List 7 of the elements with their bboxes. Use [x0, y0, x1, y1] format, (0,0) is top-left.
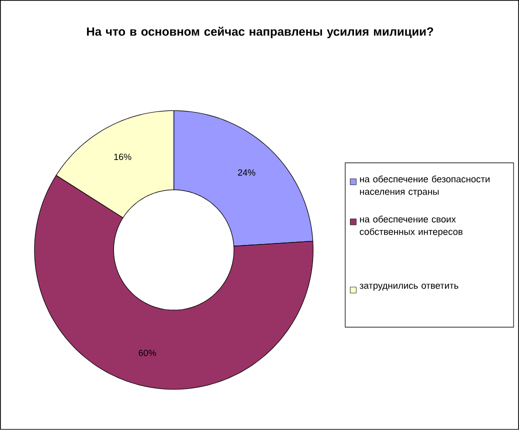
legend-label: затруднились ответить	[360, 284, 458, 291]
chart-title: На что в основном сейчас направлены усилия милиции?	[87, 26, 434, 38]
data-label: 24%	[238, 169, 256, 176]
data-label: 16%	[114, 154, 132, 160]
legend-label: на обеспечение своих собственных интересов	[360, 216, 463, 237]
data-label: 60%	[138, 350, 156, 356]
legend-label: на обеспечение безопасности населения страны	[360, 176, 490, 197]
